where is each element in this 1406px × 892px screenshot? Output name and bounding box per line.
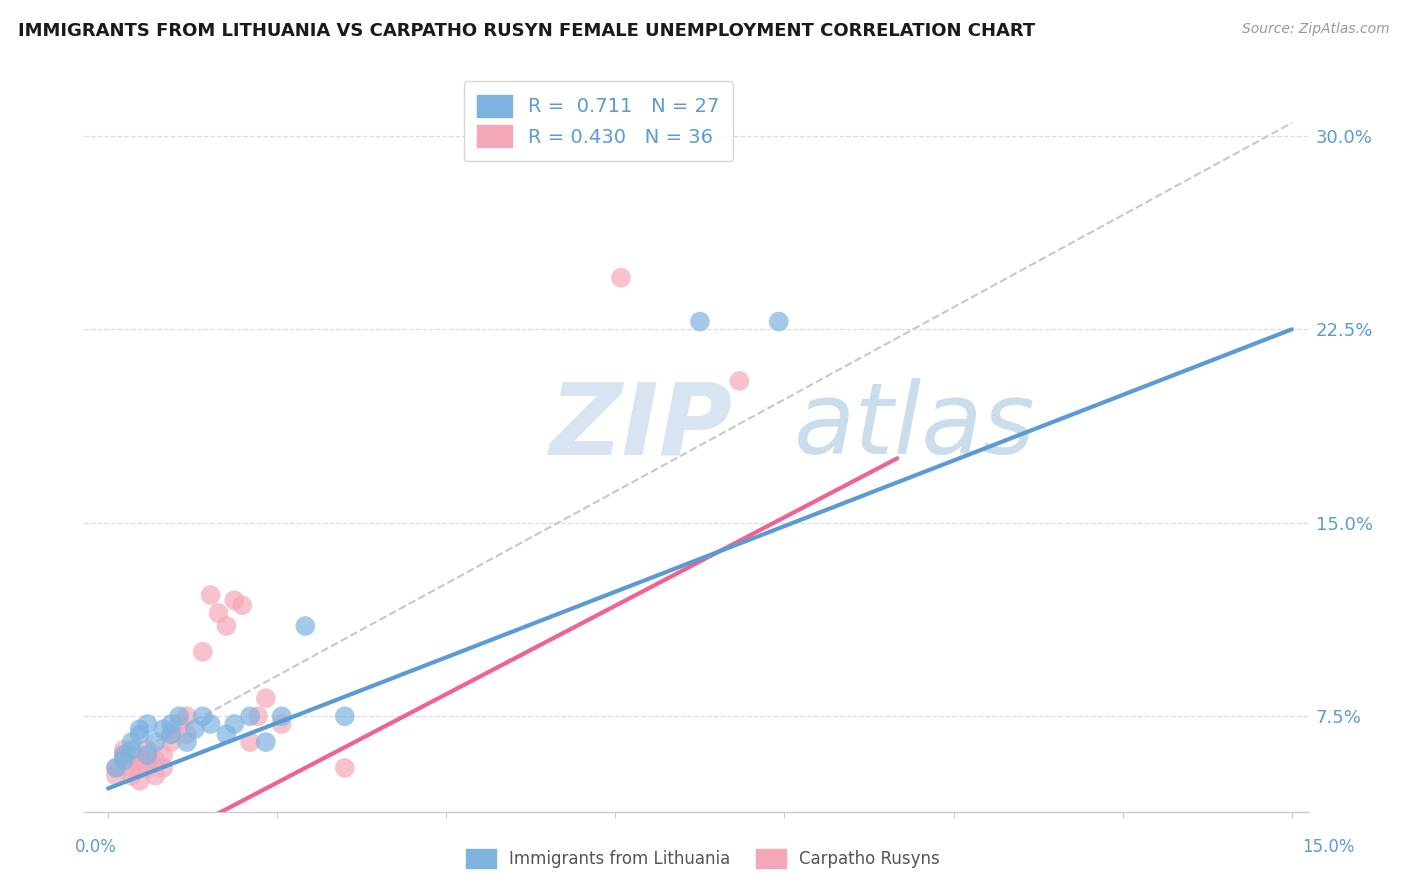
- Point: [145, 753, 167, 767]
- Point: [136, 761, 159, 775]
- Point: [270, 709, 292, 723]
- Point: [610, 270, 633, 285]
- Point: [121, 753, 143, 767]
- Point: [167, 717, 190, 731]
- Text: atlas: atlas: [794, 378, 1035, 475]
- Point: [112, 753, 135, 767]
- Point: [128, 727, 150, 741]
- Text: ZIP: ZIP: [550, 378, 733, 475]
- Point: [191, 709, 214, 723]
- Text: 15.0%: 15.0%: [1302, 838, 1355, 855]
- Point: [200, 588, 222, 602]
- Point: [128, 773, 150, 788]
- Point: [768, 315, 790, 329]
- Point: [270, 717, 292, 731]
- Point: [128, 747, 150, 762]
- Legend: R =  0.711   N = 27, R = 0.430   N = 36: R = 0.711 N = 27, R = 0.430 N = 36: [464, 81, 733, 161]
- Point: [728, 374, 751, 388]
- Point: [239, 709, 262, 723]
- Point: [152, 761, 174, 775]
- Point: [224, 593, 246, 607]
- Point: [184, 722, 207, 736]
- Point: [136, 743, 159, 757]
- Point: [215, 727, 238, 741]
- Point: [104, 761, 127, 775]
- Point: [254, 735, 277, 749]
- Point: [254, 691, 277, 706]
- Point: [160, 727, 183, 741]
- Point: [112, 753, 135, 767]
- Point: [128, 722, 150, 736]
- Point: [152, 722, 174, 736]
- Point: [104, 769, 127, 783]
- Point: [136, 753, 159, 767]
- Point: [191, 645, 214, 659]
- Point: [239, 735, 262, 749]
- Point: [167, 709, 190, 723]
- Point: [121, 743, 143, 757]
- Point: [121, 735, 143, 749]
- Text: IMMIGRANTS FROM LITHUANIA VS CARPATHO RUSYN FEMALE UNEMPLOYMENT CORRELATION CHAR: IMMIGRANTS FROM LITHUANIA VS CARPATHO RU…: [18, 22, 1036, 40]
- Point: [112, 743, 135, 757]
- Point: [215, 619, 238, 633]
- Legend: Immigrants from Lithuania, Carpatho Rusyns: Immigrants from Lithuania, Carpatho Rusy…: [460, 842, 946, 875]
- Point: [112, 747, 135, 762]
- Point: [200, 717, 222, 731]
- Point: [333, 709, 356, 723]
- Point: [207, 606, 229, 620]
- Point: [152, 747, 174, 762]
- Point: [246, 709, 269, 723]
- Point: [224, 717, 246, 731]
- Text: Source: ZipAtlas.com: Source: ZipAtlas.com: [1241, 22, 1389, 37]
- Point: [112, 747, 135, 762]
- Point: [145, 735, 167, 749]
- Point: [160, 727, 183, 741]
- Point: [145, 769, 167, 783]
- Point: [176, 709, 198, 723]
- Point: [294, 619, 316, 633]
- Point: [128, 761, 150, 775]
- Point: [160, 735, 183, 749]
- Point: [121, 769, 143, 783]
- Point: [176, 735, 198, 749]
- Text: 0.0%: 0.0%: [75, 838, 117, 855]
- Point: [333, 761, 356, 775]
- Point: [136, 747, 159, 762]
- Point: [121, 761, 143, 775]
- Point: [231, 599, 253, 613]
- Point: [689, 315, 711, 329]
- Point: [176, 727, 198, 741]
- Point: [136, 717, 159, 731]
- Point: [160, 717, 183, 731]
- Point: [104, 761, 127, 775]
